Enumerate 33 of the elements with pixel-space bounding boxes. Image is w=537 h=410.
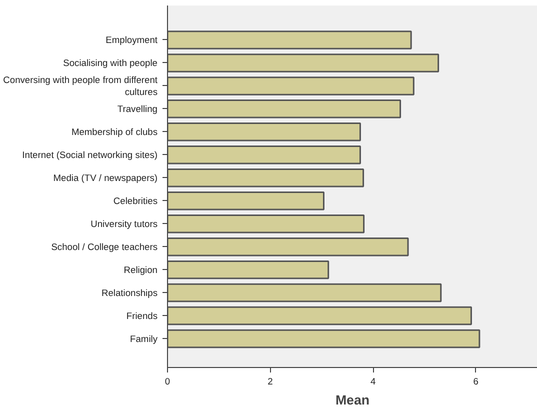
bar	[168, 283, 442, 302]
x-tick-label: 0	[164, 376, 170, 386]
bar	[168, 168, 364, 188]
x-tick-label: 2	[268, 376, 273, 386]
y-tick-label: Employment	[106, 34, 158, 45]
bar	[168, 76, 414, 96]
bar	[168, 329, 480, 348]
bar	[168, 260, 330, 280]
y-tick-label: Membership of clubs	[71, 126, 158, 137]
y-tick-label: Internet (Social networking sites)	[22, 150, 158, 160]
bar	[168, 30, 412, 50]
bar	[168, 54, 440, 72]
y-tick-label: Relationships	[102, 288, 158, 298]
y-tick-label: Conversing with people from different cultures	[3, 74, 158, 97]
y-tick-label: Religion	[124, 264, 158, 275]
bar	[168, 237, 409, 256]
y-tick-label: Celebrities	[113, 196, 158, 206]
y-tick-label: Travelling	[117, 104, 158, 114]
bar	[168, 214, 365, 234]
y-tick-label: Friends	[126, 310, 158, 321]
x-tick-label: 4	[370, 376, 376, 386]
y-tick-label: School / College teachers	[51, 242, 158, 252]
bar	[168, 306, 472, 326]
y-tick-label: Socialising with people	[63, 58, 158, 68]
x-axis-title: Mean	[335, 392, 370, 408]
y-tick-label: Media (TV / newspapers)	[53, 172, 158, 183]
bar	[168, 146, 361, 164]
bar	[168, 100, 402, 118]
x-tick-label: 6	[473, 376, 478, 386]
y-tick-label: Family	[130, 334, 158, 344]
bar	[168, 122, 361, 142]
y-tick-label: University tutors	[90, 218, 158, 229]
bar	[168, 191, 324, 210]
